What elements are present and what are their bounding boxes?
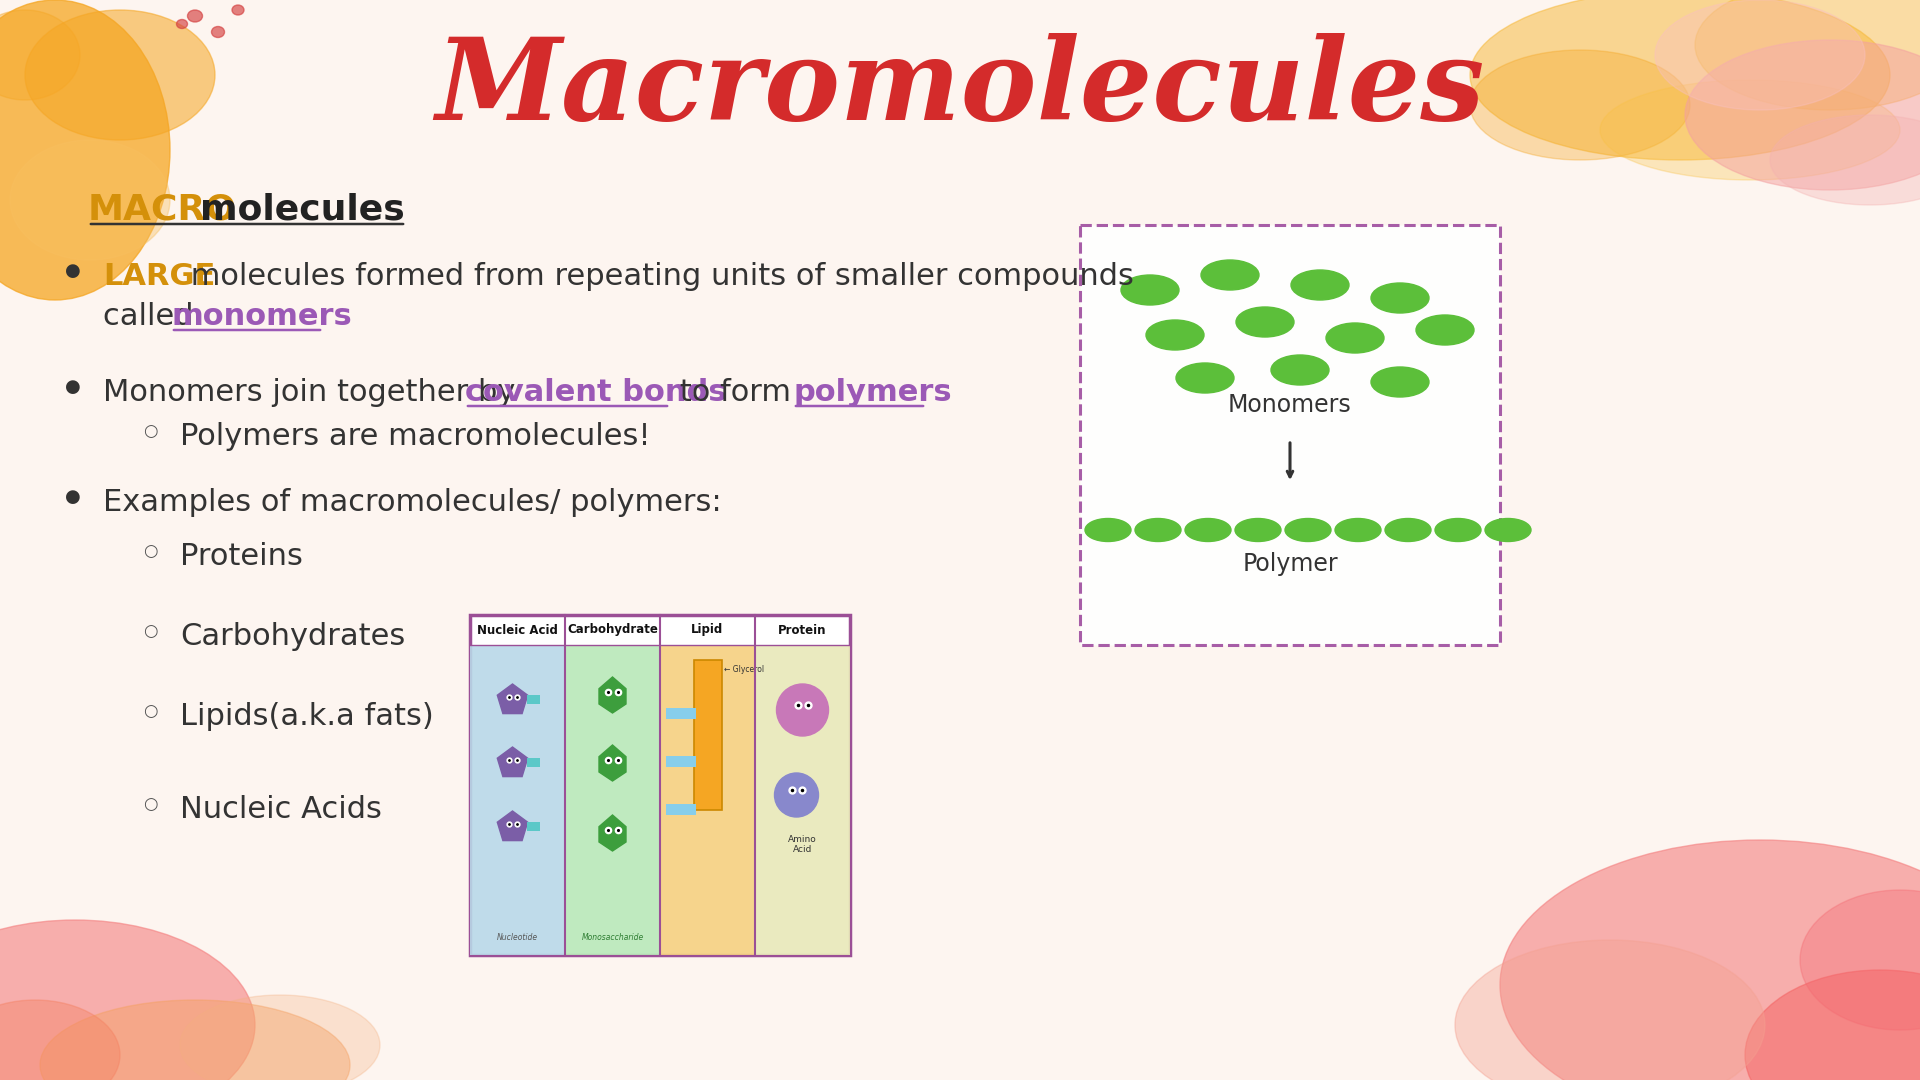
Text: called: called bbox=[104, 302, 204, 330]
Ellipse shape bbox=[40, 1000, 349, 1080]
FancyBboxPatch shape bbox=[526, 696, 540, 704]
Text: MACRO: MACRO bbox=[88, 192, 236, 226]
Ellipse shape bbox=[1471, 50, 1690, 160]
Ellipse shape bbox=[1471, 0, 1889, 160]
Ellipse shape bbox=[1235, 518, 1281, 541]
FancyBboxPatch shape bbox=[666, 804, 695, 815]
Ellipse shape bbox=[1686, 40, 1920, 190]
FancyBboxPatch shape bbox=[526, 758, 540, 767]
Text: ●: ● bbox=[65, 488, 81, 507]
FancyBboxPatch shape bbox=[755, 645, 851, 955]
Polygon shape bbox=[599, 677, 626, 713]
Text: Monomers join together by: Monomers join together by bbox=[104, 378, 526, 407]
FancyBboxPatch shape bbox=[666, 708, 695, 719]
Text: Protein: Protein bbox=[778, 623, 828, 636]
Ellipse shape bbox=[1185, 518, 1231, 541]
Ellipse shape bbox=[1745, 970, 1920, 1080]
Ellipse shape bbox=[1455, 940, 1764, 1080]
Ellipse shape bbox=[25, 10, 215, 140]
Ellipse shape bbox=[1236, 307, 1294, 337]
Ellipse shape bbox=[1334, 518, 1380, 541]
Ellipse shape bbox=[211, 27, 225, 38]
Text: Proteins: Proteins bbox=[180, 542, 303, 571]
Text: ●: ● bbox=[65, 378, 81, 396]
Text: molecules formed from repeating units of smaller compounds: molecules formed from repeating units of… bbox=[180, 262, 1135, 291]
FancyBboxPatch shape bbox=[1079, 225, 1500, 645]
Ellipse shape bbox=[1146, 320, 1204, 350]
FancyBboxPatch shape bbox=[526, 822, 540, 831]
Ellipse shape bbox=[1801, 890, 1920, 1030]
FancyBboxPatch shape bbox=[666, 756, 695, 767]
FancyBboxPatch shape bbox=[564, 645, 660, 955]
Text: to form: to form bbox=[670, 378, 801, 407]
Text: Carbohydrates: Carbohydrates bbox=[180, 622, 405, 651]
Text: ○: ○ bbox=[142, 622, 157, 640]
Text: ○: ○ bbox=[142, 702, 157, 720]
Text: Examples of macromolecules/ polymers:: Examples of macromolecules/ polymers: bbox=[104, 488, 722, 517]
Ellipse shape bbox=[180, 995, 380, 1080]
Ellipse shape bbox=[1284, 518, 1331, 541]
Ellipse shape bbox=[1500, 840, 1920, 1080]
Ellipse shape bbox=[1695, 0, 1920, 110]
Text: Carbohydrate: Carbohydrate bbox=[566, 623, 659, 636]
Ellipse shape bbox=[0, 0, 171, 300]
Ellipse shape bbox=[0, 1000, 119, 1080]
Text: Amino
Acid: Amino Acid bbox=[787, 835, 816, 854]
Ellipse shape bbox=[1175, 363, 1235, 393]
FancyBboxPatch shape bbox=[660, 645, 755, 955]
Text: ○: ○ bbox=[142, 422, 157, 440]
FancyBboxPatch shape bbox=[693, 660, 722, 810]
Text: Monosaccharide: Monosaccharide bbox=[582, 933, 643, 942]
Polygon shape bbox=[497, 747, 528, 777]
Ellipse shape bbox=[232, 5, 244, 15]
Text: LARGE: LARGE bbox=[104, 262, 215, 291]
Ellipse shape bbox=[1770, 114, 1920, 205]
Ellipse shape bbox=[0, 920, 255, 1080]
Ellipse shape bbox=[1271, 355, 1329, 384]
Text: ●: ● bbox=[65, 262, 81, 280]
Text: ○: ○ bbox=[142, 542, 157, 561]
Circle shape bbox=[776, 684, 829, 735]
Text: Macromolecules: Macromolecules bbox=[436, 32, 1484, 144]
FancyBboxPatch shape bbox=[470, 645, 564, 955]
Circle shape bbox=[774, 773, 818, 816]
Ellipse shape bbox=[1371, 283, 1428, 313]
FancyBboxPatch shape bbox=[470, 615, 851, 955]
Text: Lipids(a.k.a fats): Lipids(a.k.a fats) bbox=[180, 702, 434, 731]
Ellipse shape bbox=[1434, 518, 1480, 541]
Text: Nucleic Acids: Nucleic Acids bbox=[180, 795, 382, 824]
Ellipse shape bbox=[10, 140, 171, 260]
Text: ← Glycerol: ← Glycerol bbox=[724, 665, 764, 674]
Text: ○: ○ bbox=[142, 795, 157, 813]
Text: polymers: polymers bbox=[793, 378, 952, 407]
Ellipse shape bbox=[1655, 0, 1864, 110]
Text: Polymer: Polymer bbox=[1242, 552, 1338, 576]
Ellipse shape bbox=[177, 19, 188, 28]
Ellipse shape bbox=[1384, 518, 1430, 541]
Text: Nucleotide: Nucleotide bbox=[497, 933, 538, 942]
Polygon shape bbox=[599, 745, 626, 781]
Polygon shape bbox=[599, 815, 626, 851]
Text: Nucleic Acid: Nucleic Acid bbox=[476, 623, 559, 636]
Ellipse shape bbox=[1135, 518, 1181, 541]
Ellipse shape bbox=[188, 10, 202, 22]
Ellipse shape bbox=[1121, 275, 1179, 305]
Ellipse shape bbox=[1417, 315, 1475, 345]
Text: Monomers: Monomers bbox=[1229, 393, 1352, 417]
Ellipse shape bbox=[1085, 518, 1131, 541]
Text: covalent bonds: covalent bonds bbox=[465, 378, 726, 407]
Ellipse shape bbox=[1484, 518, 1530, 541]
Text: monomers: monomers bbox=[171, 302, 351, 330]
Polygon shape bbox=[497, 811, 528, 840]
Ellipse shape bbox=[1371, 367, 1428, 397]
Text: molecules: molecules bbox=[200, 192, 405, 226]
Ellipse shape bbox=[1327, 323, 1384, 353]
Ellipse shape bbox=[1599, 80, 1901, 180]
Polygon shape bbox=[497, 684, 528, 714]
Ellipse shape bbox=[0, 10, 81, 100]
Ellipse shape bbox=[1290, 270, 1350, 300]
Text: Polymers are macromolecules!: Polymers are macromolecules! bbox=[180, 422, 651, 451]
Text: Lipid: Lipid bbox=[691, 623, 724, 636]
Ellipse shape bbox=[1202, 260, 1260, 291]
